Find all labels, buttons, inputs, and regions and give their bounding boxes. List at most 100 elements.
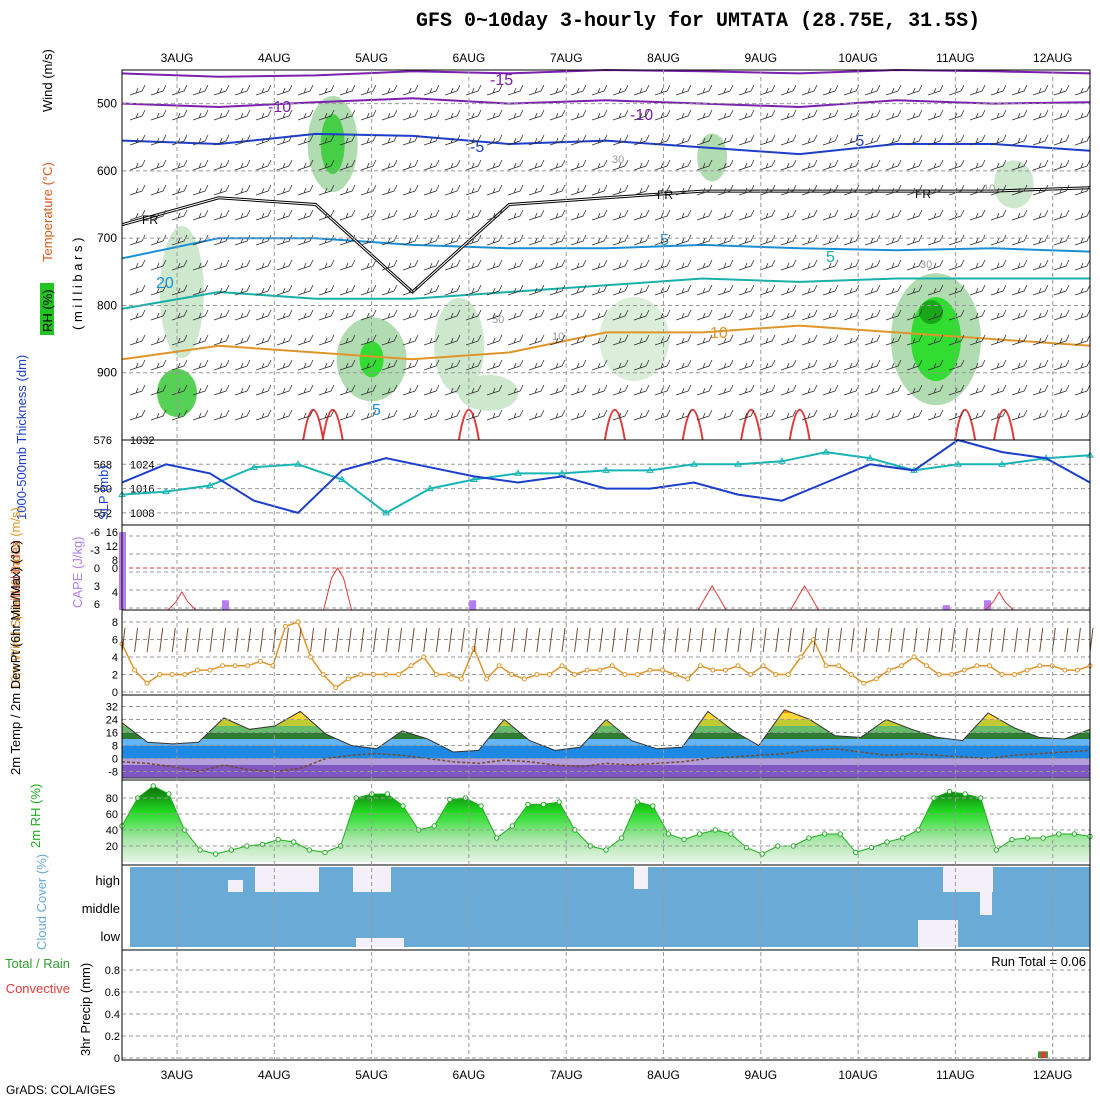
wind-barb xyxy=(843,259,860,271)
temp-band xyxy=(122,713,1090,720)
wind-barb xyxy=(633,209,650,221)
wind-barb xyxy=(549,334,566,346)
wind-barb xyxy=(927,259,944,271)
wind-barb xyxy=(402,159,419,171)
wind-barb xyxy=(864,259,881,271)
wind-barb xyxy=(1011,109,1028,121)
wind-point xyxy=(936,672,942,677)
wind-barb xyxy=(129,234,146,246)
wind-point xyxy=(396,672,402,677)
wind-point xyxy=(911,654,917,660)
wind-barb xyxy=(150,109,167,121)
wind-barb xyxy=(990,334,1007,346)
wind-barb xyxy=(885,409,902,421)
wind-barb xyxy=(822,284,839,296)
wind-barb xyxy=(213,184,230,196)
wind-barb xyxy=(255,184,272,196)
wind-barb-10m xyxy=(649,627,654,653)
wind-barb-10m xyxy=(410,627,415,653)
wind-barb xyxy=(591,159,608,171)
wind-barb xyxy=(129,384,146,396)
wind-barb xyxy=(717,309,734,321)
wind-barb xyxy=(906,284,923,296)
wind-barb xyxy=(696,384,713,396)
wind-barb xyxy=(1053,84,1070,96)
wind-barb xyxy=(423,159,440,171)
wind-barb xyxy=(591,209,608,221)
wind-barb xyxy=(465,184,482,196)
wind-barb-10m xyxy=(687,627,692,653)
wind-barb xyxy=(318,284,335,296)
wind-barb xyxy=(612,234,629,246)
wind-barb xyxy=(192,384,209,396)
wind-barb xyxy=(570,134,587,146)
thick-point xyxy=(822,448,830,455)
wind-barb xyxy=(843,284,860,296)
wind-barb xyxy=(129,184,146,196)
wind-barb xyxy=(696,259,713,271)
wind-barb xyxy=(633,84,650,96)
wind-barb xyxy=(843,384,860,396)
wind-barb xyxy=(171,334,188,346)
wind-barb xyxy=(780,184,797,196)
wind-point xyxy=(521,676,527,682)
wind-point xyxy=(848,672,854,677)
wind-barb xyxy=(990,209,1007,221)
wind-barb-10m xyxy=(548,627,553,653)
wind-barb xyxy=(969,359,986,371)
temp-contour-warm xyxy=(954,408,977,441)
date-label-top: 4AUG xyxy=(258,51,291,65)
wind-barb xyxy=(1053,334,1070,346)
rh-point xyxy=(681,836,687,843)
wind-point xyxy=(421,654,427,660)
wind-point xyxy=(584,667,590,673)
wind-barb xyxy=(402,334,419,346)
wind-barb xyxy=(549,409,566,421)
wind-point xyxy=(622,672,628,677)
wind-barb xyxy=(339,159,356,171)
wind-barb xyxy=(969,259,986,271)
wind-barb xyxy=(738,309,755,321)
date-label-top: 11AUG xyxy=(936,51,974,65)
wind-barb xyxy=(507,384,524,396)
precip-conv-bar xyxy=(1040,1051,1046,1058)
wind-barb xyxy=(864,359,881,371)
wind-barb xyxy=(297,234,314,246)
wind-barb xyxy=(885,159,902,171)
wind-barb xyxy=(339,284,356,296)
wind-barb-10m xyxy=(938,627,943,653)
wind-barb xyxy=(465,334,482,346)
ua-ylabel-units: ( m i l l i b a r s ) xyxy=(70,238,85,330)
date-label-bottom: 4AUG xyxy=(258,1068,291,1082)
wind-barb xyxy=(150,309,167,321)
cape-y-tick: 16 xyxy=(106,527,118,539)
temp-y-tick: 8 xyxy=(112,741,118,753)
rh-point xyxy=(837,831,843,837)
wind-barb xyxy=(129,109,146,121)
wind-barb xyxy=(801,234,818,246)
cape-bar xyxy=(942,605,950,610)
wind-barb xyxy=(801,84,818,96)
wind-barb xyxy=(948,259,965,271)
wind-barb xyxy=(822,359,839,371)
wind-barb xyxy=(486,384,503,396)
wind-barb xyxy=(1074,209,1091,221)
wind-barb xyxy=(423,84,440,96)
ua-ylabel-temp: Temperature (°C) xyxy=(40,162,55,262)
temp-contour-warm xyxy=(302,408,325,441)
rh-point xyxy=(1009,836,1015,843)
wind-barb xyxy=(276,134,293,146)
rh-point xyxy=(1024,835,1031,841)
rh-point xyxy=(291,839,297,845)
wind-barb xyxy=(906,259,923,271)
temp-contour xyxy=(121,68,1091,78)
cape-y-tick: 8 xyxy=(112,555,118,567)
wind-point xyxy=(509,672,515,677)
wind-barb xyxy=(885,134,902,146)
wind-barb xyxy=(696,109,713,121)
ua-y-tick: 700 xyxy=(97,231,117,245)
wind-barb xyxy=(1074,134,1091,146)
wind-barb xyxy=(1032,134,1049,146)
wind-barb xyxy=(1053,259,1070,271)
wind-barb-10m xyxy=(787,627,792,653)
